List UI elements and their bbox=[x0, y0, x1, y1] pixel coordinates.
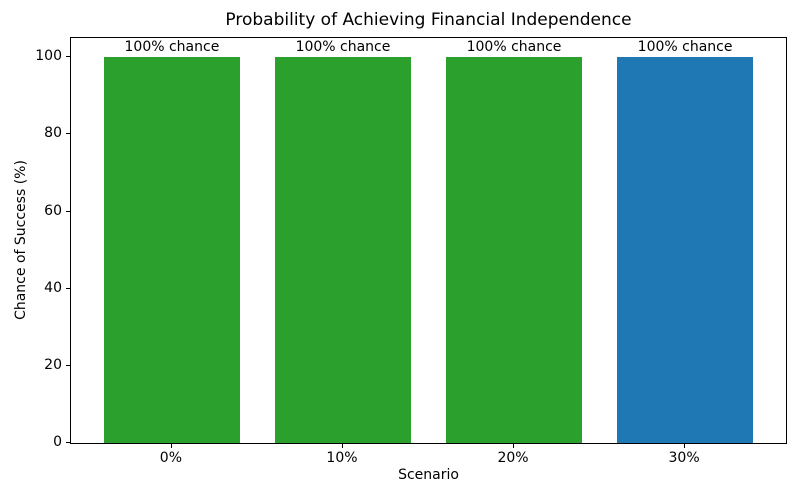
bar-value-label: 100% chance bbox=[466, 39, 562, 56]
y-tick-mark bbox=[66, 364, 70, 366]
y-tick-mark bbox=[66, 287, 70, 289]
bar-0% bbox=[103, 57, 241, 443]
bar-20% bbox=[445, 57, 583, 443]
plot-area: 100% chance 100% chance 100% chance 100% ch… bbox=[70, 37, 787, 444]
x-tick-mark bbox=[170, 444, 172, 448]
y-tick-mark bbox=[66, 133, 70, 135]
y-tick-label: 0 bbox=[53, 434, 62, 450]
bar-value-label: 100% chance bbox=[295, 39, 391, 56]
x-tick-label: 20% bbox=[497, 450, 529, 466]
y-tick-label: 80 bbox=[44, 125, 62, 142]
x-axis-label: Scenario bbox=[398, 467, 459, 483]
y-tick-mark bbox=[66, 56, 70, 58]
y-axis-label: Chance of Success (%) bbox=[13, 160, 29, 320]
chart-title: Probability of Achieving Financial Indep… bbox=[225, 10, 632, 30]
y-tick-mark bbox=[66, 210, 70, 212]
x-tick-label: 10% bbox=[326, 450, 358, 466]
x-tick-mark bbox=[684, 444, 686, 448]
y-tick-label: 20 bbox=[44, 356, 62, 373]
x-tick-label: 30% bbox=[668, 450, 700, 466]
x-tick-label: 0% bbox=[159, 450, 183, 466]
bar-value-label: 100% chance bbox=[124, 39, 220, 56]
bar-value-label: 100% chance bbox=[637, 39, 733, 56]
bar-10% bbox=[274, 57, 412, 443]
y-tick-mark bbox=[66, 442, 70, 443]
bar-30% bbox=[616, 57, 754, 443]
y-tick-label: 40 bbox=[44, 279, 62, 296]
y-tick-label: 60 bbox=[44, 202, 62, 219]
x-tick-mark bbox=[341, 444, 343, 448]
x-tick-mark bbox=[513, 444, 515, 448]
y-tick-label: 100 bbox=[35, 48, 62, 65]
